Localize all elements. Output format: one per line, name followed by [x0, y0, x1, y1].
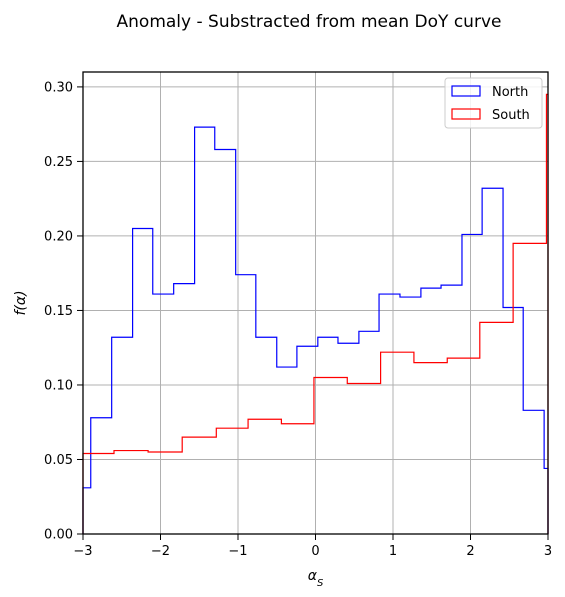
x-tick-label: −3: [73, 544, 92, 559]
grid-lines: [82, 72, 549, 535]
legend: North South: [444, 77, 543, 129]
y-tick-label: 0.25: [44, 155, 73, 170]
series-step-south: [82, 93, 549, 534]
y-tick-label: 0.30: [44, 80, 73, 95]
legend-label-north: North: [492, 85, 528, 100]
y-tick-label: 0.00: [44, 528, 73, 543]
y-tick-label: 0.05: [44, 453, 73, 468]
y-tick-label: 0.15: [44, 304, 73, 319]
x-axis-label: αS: [308, 568, 324, 589]
x-tick-label: 3: [544, 544, 552, 559]
x-axis-label-subscript: S: [317, 578, 324, 589]
x-tick-label: −2: [151, 544, 170, 559]
x-tick-label: 0: [311, 544, 319, 559]
axis-ticks: −3 −2 −1 0 1 2 3 0.00 0.05 0.10 0.15 0.20 0.25 0.30: [44, 80, 552, 559]
x-tick-label: 1: [389, 544, 397, 559]
y-tick-label: 0.20: [44, 229, 73, 244]
series-layer: [82, 93, 549, 534]
y-axis-label: f(α): [13, 290, 29, 315]
x-tick-label: 2: [466, 544, 474, 559]
legend-swatch-north: [451, 85, 481, 97]
y-tick-label: 0.10: [44, 378, 73, 393]
legend-swatch-south: [451, 108, 481, 120]
x-axis-label-main: α: [308, 568, 318, 584]
x-tick-label: −1: [228, 544, 247, 559]
legend-label-south: South: [492, 108, 530, 123]
chart-title: Anomaly - Substracted from mean DoY curv…: [117, 12, 502, 32]
series-step-north: [82, 126, 549, 534]
legend-box: [444, 77, 543, 129]
